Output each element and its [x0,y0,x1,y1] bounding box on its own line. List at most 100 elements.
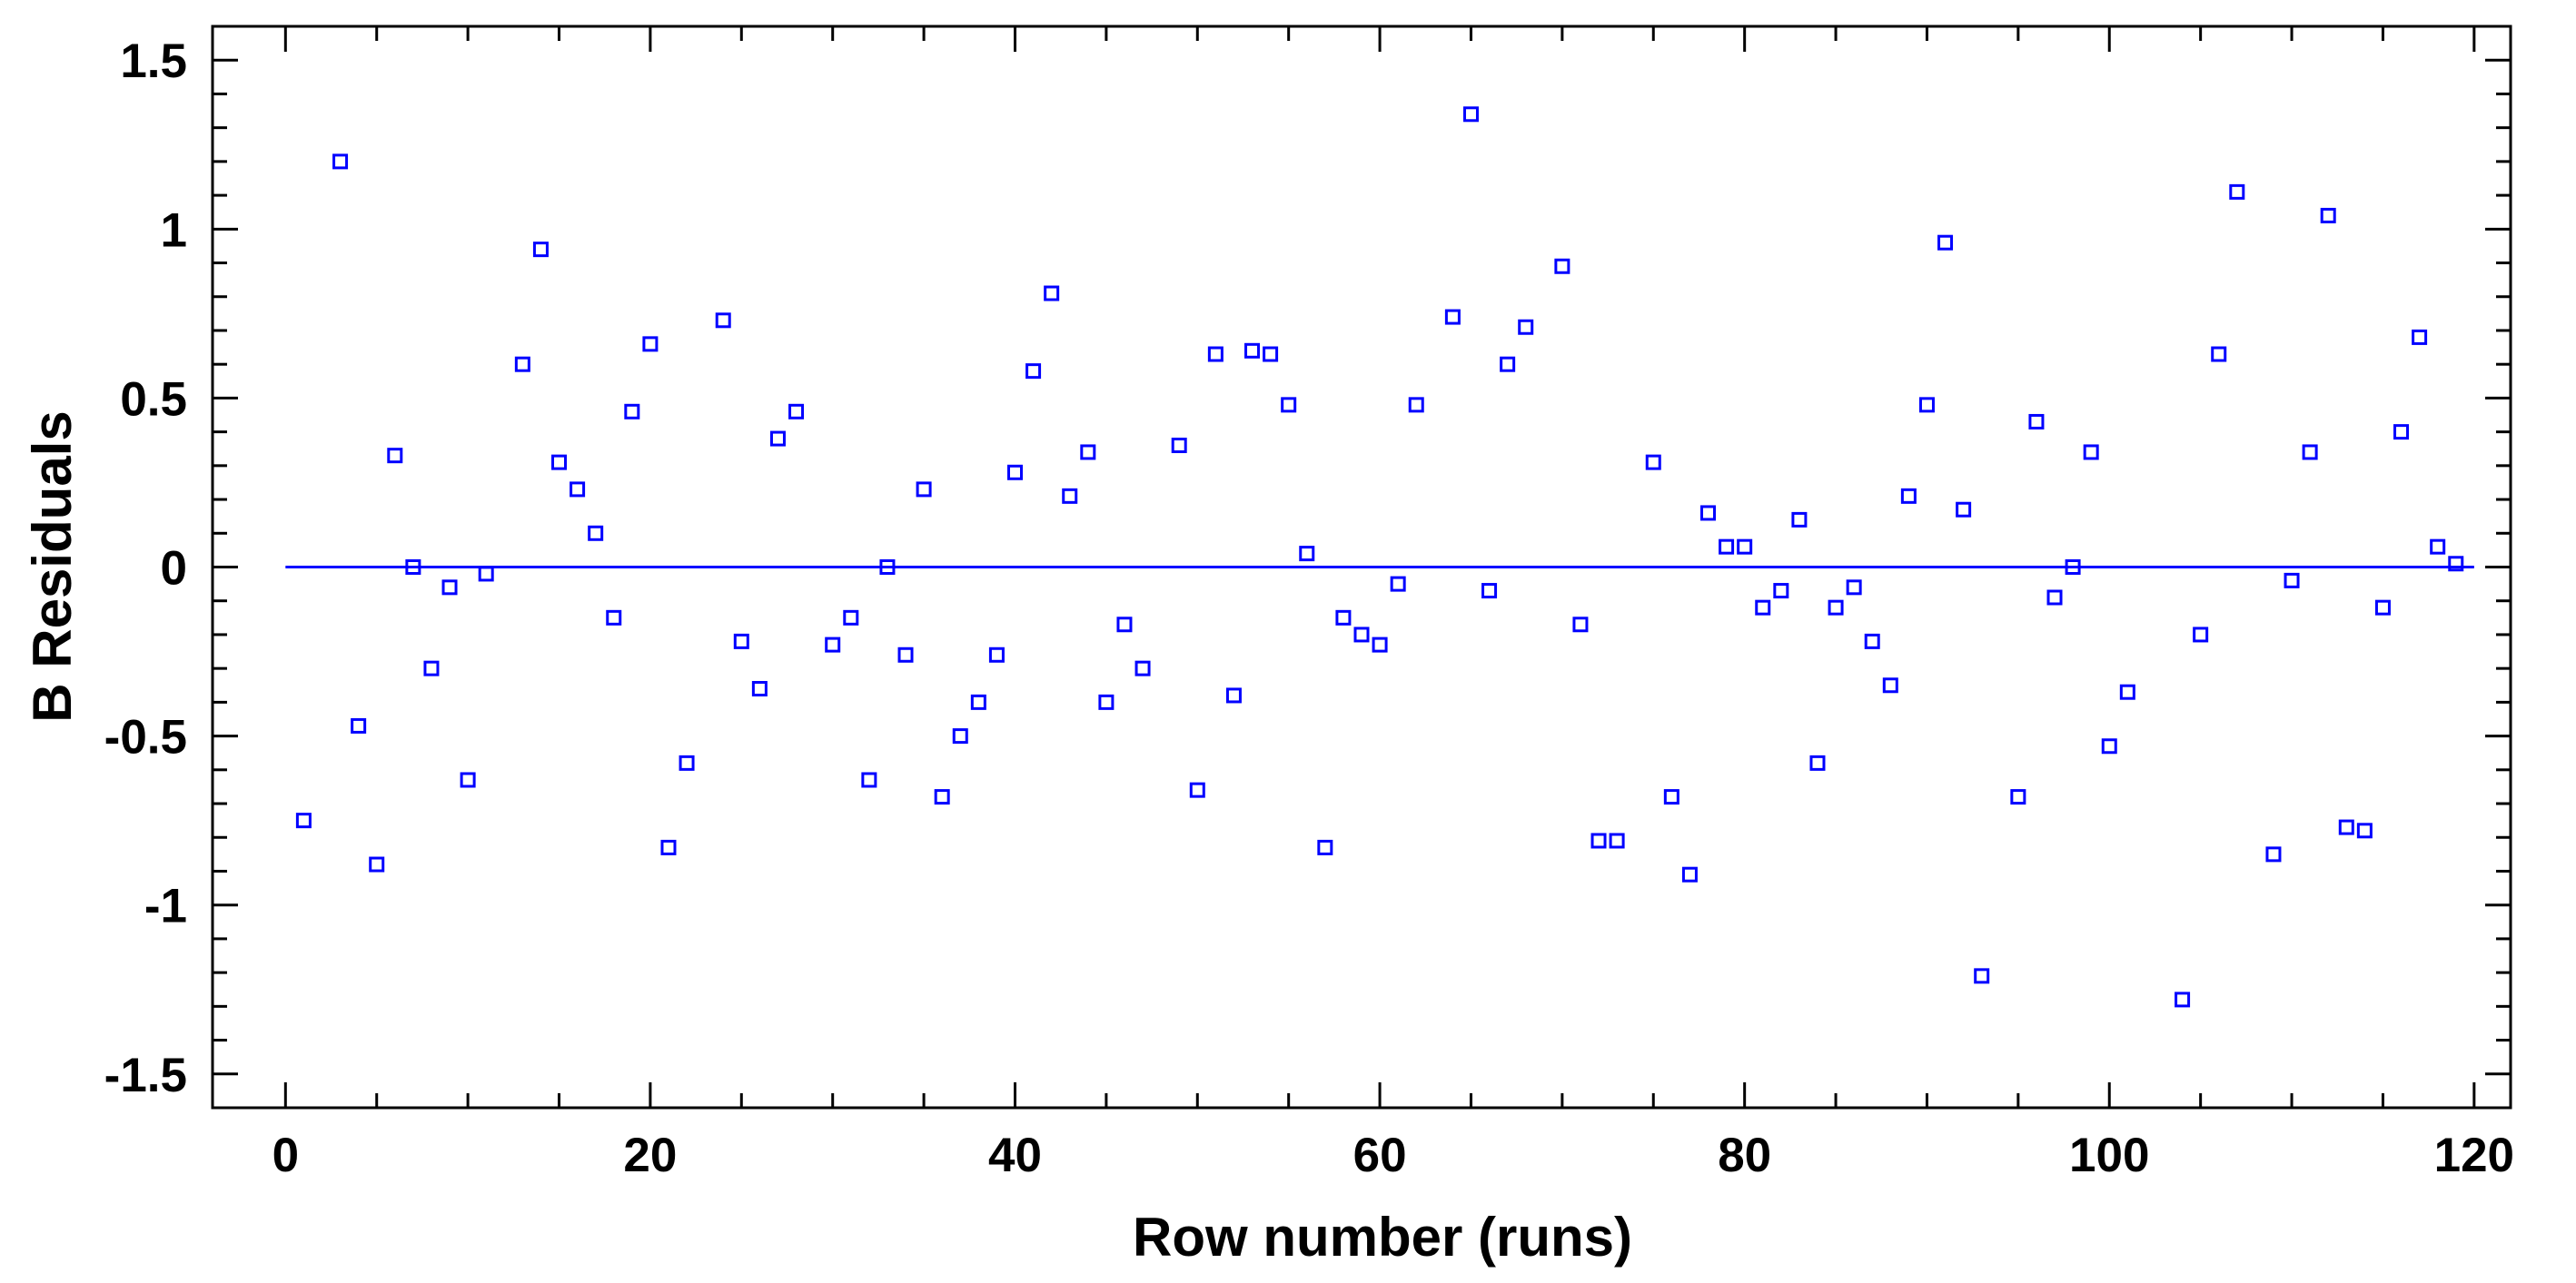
data-point [660,839,677,855]
data-point [1500,356,1516,372]
data-point [460,772,476,788]
data-point [934,789,950,805]
data-point [1554,258,1570,274]
data-point [1663,789,1679,805]
data-point [1335,609,1352,626]
data-point [1864,633,1880,649]
data-point [514,356,530,372]
data-point [1353,627,1370,643]
data-point [2338,819,2354,835]
data-point [1080,444,1096,460]
data-point [1773,583,1789,599]
data-point [624,403,640,419]
data-point [1900,488,1917,504]
axis-ticks [213,25,2511,1110]
data-point [1882,677,1898,694]
data-point [751,680,768,696]
data-point [1828,599,1844,616]
data-point [916,481,932,498]
data-point [2211,346,2227,362]
data-point [1390,576,1406,592]
data-point [1299,546,1315,562]
data-points [295,106,2464,1008]
data-point [642,336,659,352]
data-point [2302,444,2318,460]
data-point [332,153,349,170]
data-point [1462,106,1479,123]
data-point [1719,538,1735,555]
data-point [1044,285,1060,301]
data-point [788,403,805,419]
y-tick-label: -0.5 [104,711,187,765]
data-point [952,728,968,745]
data-point [1006,464,1023,480]
data-point [2193,627,2209,643]
data-point [1098,694,1115,710]
data-point [1846,579,1862,596]
data-point [1518,319,1534,335]
x-tick-label: 100 [2069,1129,2149,1182]
data-point [1281,397,1297,413]
data-point [769,430,786,447]
data-point [295,813,312,829]
data-point [1681,866,1698,883]
data-point [1645,454,1661,470]
data-point [551,454,568,470]
data-point [879,559,896,575]
data-point [1609,833,1625,849]
y-tick-label: 0 [161,542,187,596]
data-point [441,579,458,596]
data-point [1134,660,1151,676]
data-point [2010,789,2026,805]
data-point [387,448,403,464]
data-point [606,609,622,626]
data-point [2284,572,2300,588]
data-point [2065,559,2081,575]
data-point [2119,684,2135,700]
data-point [2083,444,2099,460]
data-point [369,856,385,873]
data-point [733,633,749,649]
data-point [2356,823,2373,839]
data-point [1025,363,1042,380]
data-point [843,609,859,626]
data-point [1408,397,1424,413]
data-point [970,694,986,710]
data-point [1171,438,1187,454]
y-tick-label: 1.5 [120,35,187,88]
x-axis-tick-labels: 0 20 40 60 80 100 120 [272,1129,2514,1182]
x-tick-label: 60 [1353,1129,1407,1182]
data-point [1700,505,1717,521]
y-axis-tick-labels: 1.5 1 0.5 0 -0.5 -1 -1.5 [104,35,187,1102]
data-point [1956,501,1972,518]
data-point [1189,782,1205,798]
data-point [1590,833,1607,849]
data-point [2412,329,2428,345]
data-point [2101,738,2117,755]
data-point [1481,583,1498,599]
data-point [2028,413,2045,429]
data-point [2393,424,2410,440]
data-point [2430,538,2446,555]
data-point [988,646,1005,663]
data-point [2374,599,2391,616]
data-point [1572,617,1589,633]
data-point [2265,846,2282,863]
data-point [1755,599,1771,616]
x-axis-title: Row number (runs) [1133,1207,1632,1268]
data-point [825,637,841,653]
data-point [2229,183,2245,200]
y-tick-label: -1 [144,880,187,933]
data-point [1225,687,1242,704]
x-tick-label: 40 [988,1129,1042,1182]
data-point [1062,488,1078,504]
data-point [570,481,586,498]
data-point [2175,992,2191,1008]
y-tick-label: 1 [161,203,187,257]
x-tick-label: 20 [623,1129,677,1182]
data-point [405,559,421,575]
data-point [588,525,604,541]
data-point [2448,556,2464,572]
data-point [1737,538,1753,555]
